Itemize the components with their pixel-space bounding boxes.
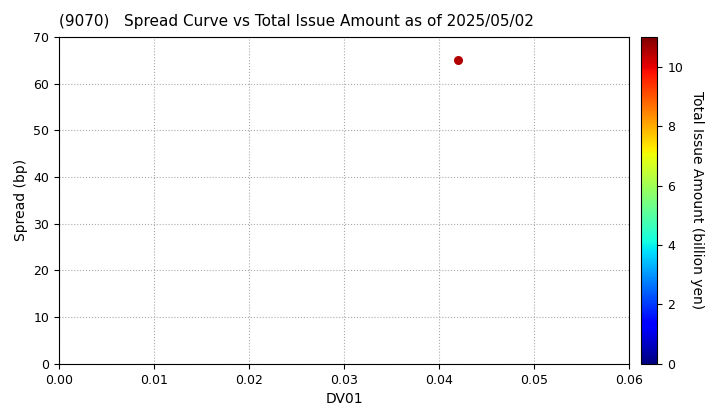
Point	[452, 57, 464, 64]
Y-axis label: Total Issue Amount (billion yen): Total Issue Amount (billion yen)	[690, 92, 704, 310]
Text: (9070)   Spread Curve vs Total Issue Amount as of 2025/05/02: (9070) Spread Curve vs Total Issue Amoun…	[59, 14, 534, 29]
Y-axis label: Spread (bp): Spread (bp)	[14, 159, 28, 242]
X-axis label: DV01: DV01	[325, 392, 363, 406]
